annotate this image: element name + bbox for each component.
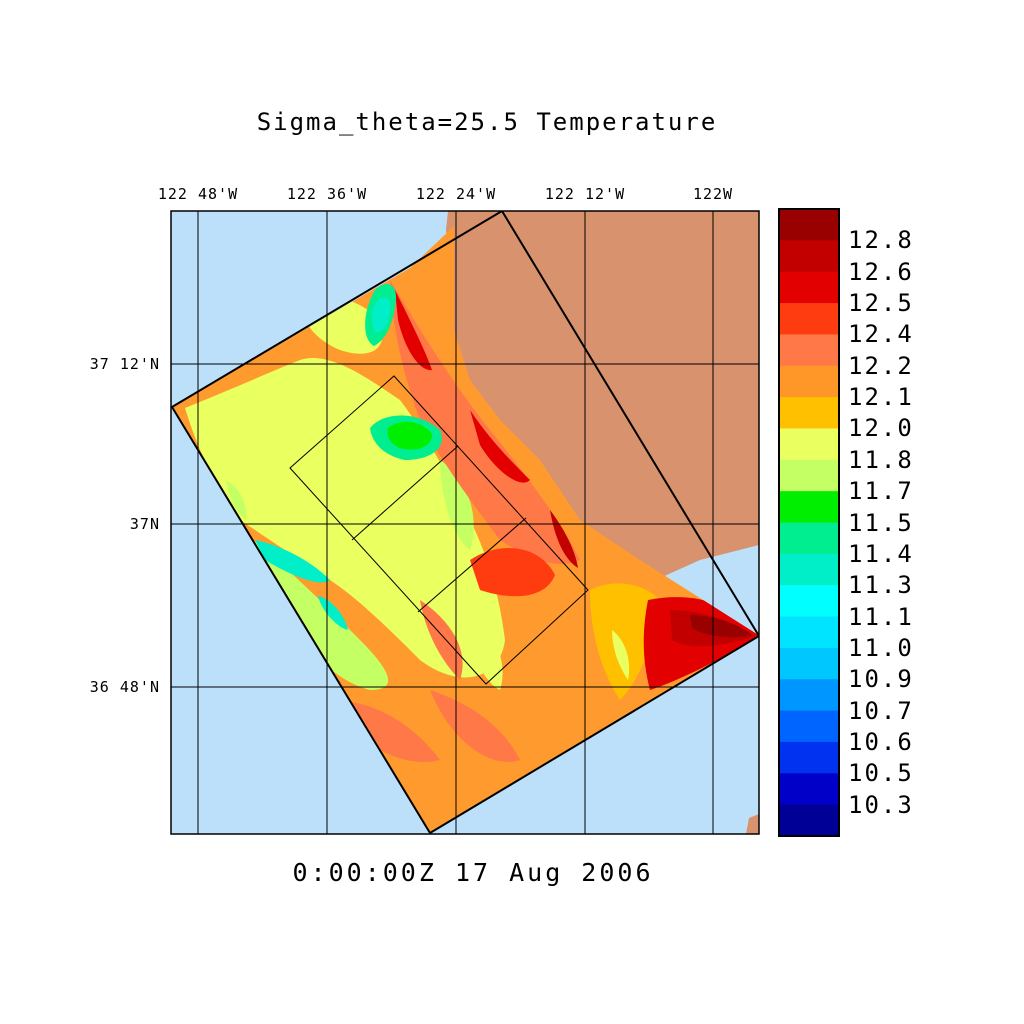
colorbar-swatch <box>779 240 839 273</box>
colorbar-tick-label: 12.5 <box>848 289 914 318</box>
colorbar-swatch <box>779 679 839 712</box>
colorbar-tick-label: 10.7 <box>848 696 914 725</box>
map-frame <box>170 210 760 835</box>
longitude-label: 122 36'W <box>286 185 368 203</box>
longitude-label: 122 12'W <box>544 185 626 203</box>
colorbar-tick-label: 12.1 <box>848 383 914 412</box>
colorbar-swatch <box>779 804 839 836</box>
colorbar-swatch <box>779 459 839 492</box>
sub-domain-boxes <box>289 375 589 685</box>
colorbar-tick-label: 11.1 <box>848 602 914 631</box>
colorbar-swatch <box>779 553 839 586</box>
colorbar-tick-label: 10.9 <box>848 665 914 694</box>
map-graticule <box>171 211 759 834</box>
colorbar-swatch <box>779 647 839 680</box>
colorbar-tick-label: 12.0 <box>848 414 914 443</box>
latitude-label: 36 48'N <box>89 678 160 696</box>
colorbar-swatch <box>779 334 839 367</box>
timestamp: 0:00:00Z 17 Aug 2006 <box>292 858 654 887</box>
plot-title: Sigma_theta=25.5 Temperature <box>256 108 718 136</box>
colorbar-tick-label: 11.0 <box>848 633 914 662</box>
land-area <box>440 211 759 578</box>
colorbar-tick-label: 11.7 <box>848 477 914 506</box>
colorbar-swatch <box>779 397 839 430</box>
colorbar-tick-label: 12.8 <box>848 226 914 255</box>
longitude-label: 122W <box>692 185 734 203</box>
colorbar-swatch <box>779 271 839 304</box>
latitude-label: 37 12'N <box>89 355 160 373</box>
colorbar-tick-label: 12.2 <box>848 351 914 380</box>
colorbar-tick-label: 10.5 <box>848 759 914 788</box>
longitude-label: 122 48'W <box>157 185 239 203</box>
colorbar-swatch <box>779 428 839 461</box>
colorbar-frame <box>778 208 840 837</box>
colorbar-tick-label: 11.5 <box>848 508 914 537</box>
colorbar-tick-label: 10.3 <box>848 790 914 819</box>
colorbar-tick-label: 11.4 <box>848 539 914 568</box>
temperature-field <box>185 280 759 762</box>
colorbar-swatch <box>779 209 839 241</box>
colorbar-swatch <box>779 741 839 774</box>
latitude-label: 37N <box>129 515 160 533</box>
land-islet <box>746 814 759 834</box>
longitude-label: 122 24'W <box>415 185 497 203</box>
colorbar-tick-label: 11.3 <box>848 571 914 600</box>
colorbar <box>779 209 839 836</box>
colorbar-tick-label: 12.4 <box>848 320 914 349</box>
colorbar-swatch <box>779 710 839 743</box>
domain-outline <box>171 211 759 834</box>
colorbar-swatch <box>779 522 839 555</box>
colorbar-tick-label: 11.8 <box>848 445 914 474</box>
colorbar-swatch <box>779 303 839 335</box>
colorbar-swatch <box>779 585 839 618</box>
colorbar-swatch <box>779 491 839 524</box>
colorbar-swatch <box>779 365 839 398</box>
colorbar-tick-label: 12.6 <box>848 257 914 286</box>
colorbar-swatch <box>779 616 839 649</box>
colorbar-swatch <box>779 773 839 806</box>
colorbar-tick-label: 10.6 <box>848 727 914 756</box>
